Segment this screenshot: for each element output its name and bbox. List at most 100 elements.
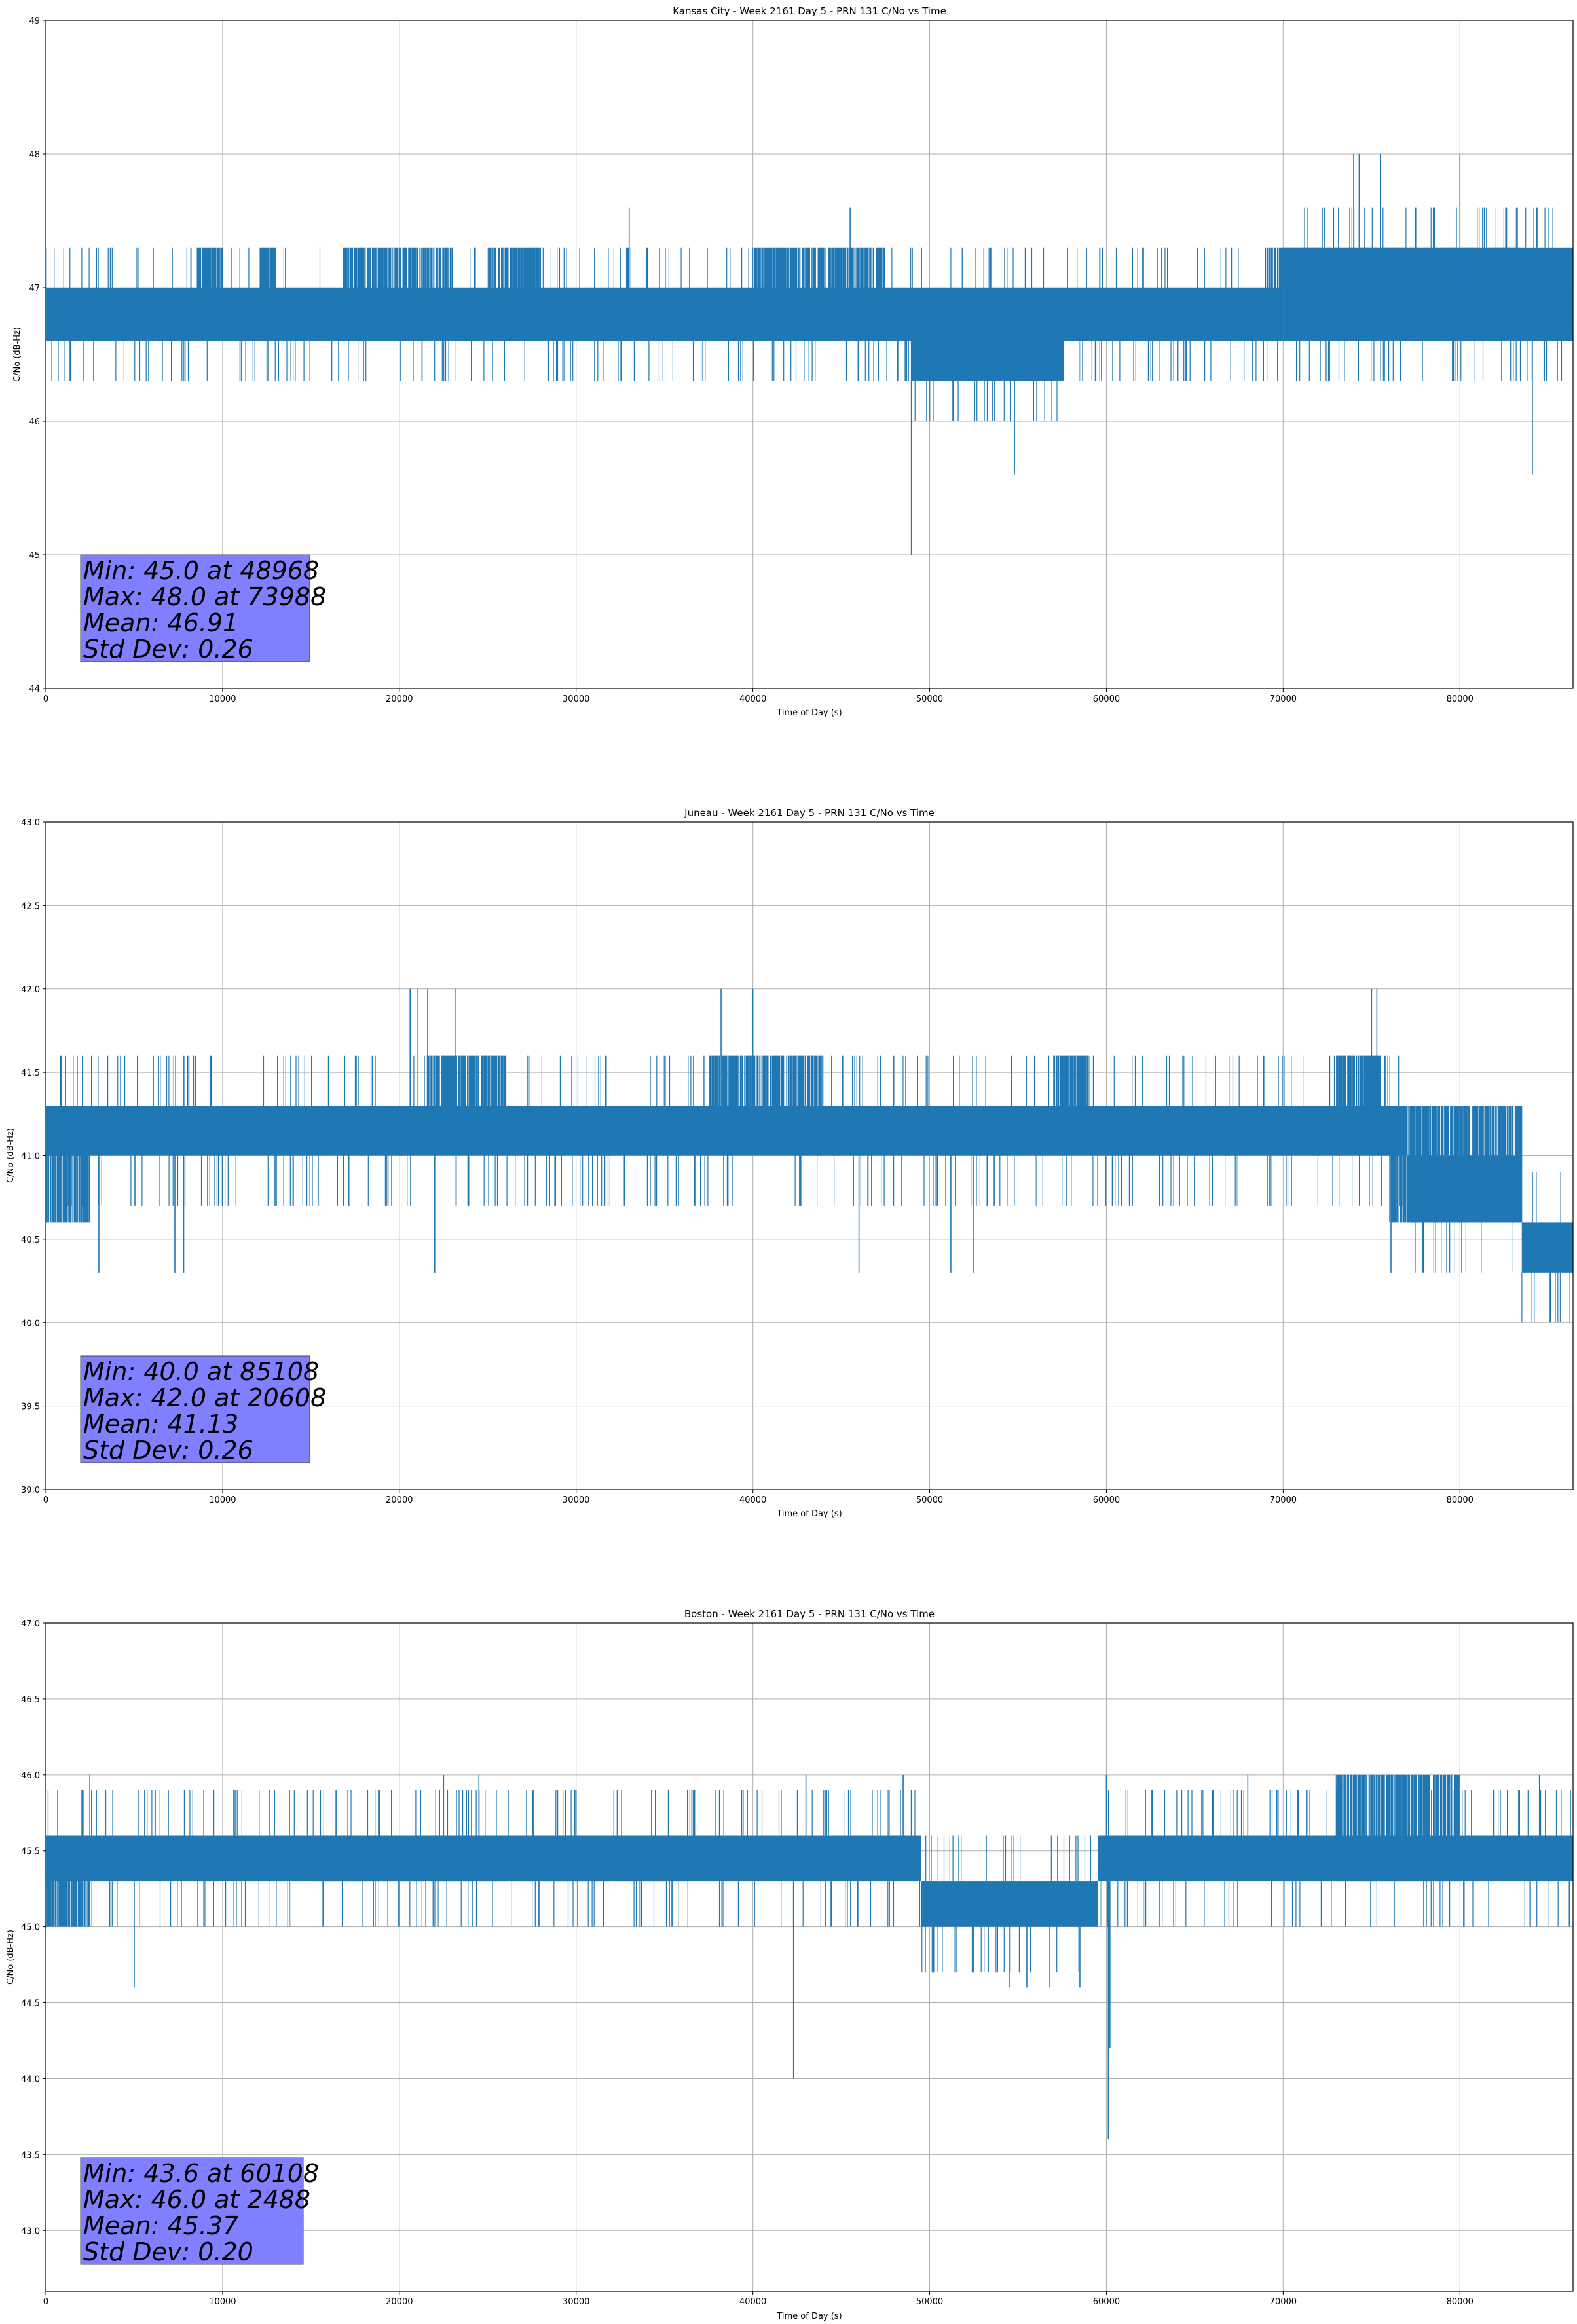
x-tick-label: 80000 (1447, 1495, 1474, 1505)
y-tick-label: 48 (29, 150, 40, 160)
x-tick-label: 80000 (1447, 2297, 1474, 2307)
y-tick-label: 40.5 (21, 1235, 40, 1245)
y-axis-ticks: 39.0 39.5 40.0 40.5 41.0 41.5 42.0 42.5 43.0 (21, 818, 46, 1495)
x-tick-label: 50000 (916, 694, 943, 704)
chart-title: Boston - Week 2161 Day 5 - PRN 131 C/No … (684, 1608, 935, 1620)
stat-mean: Mean: 46.91 (83, 609, 238, 637)
data-band (1064, 288, 1284, 341)
plot-area-frame (45, 1622, 1574, 2292)
x-axis-ticks: 0 10000 20000 30000 40000 50000 60000 70000 8000… (43, 2291, 1474, 2307)
y-axis-label: C/No (dB-Hz) (6, 1930, 16, 1985)
x-tick-label: 70000 (1270, 1495, 1297, 1505)
y-tick-label: 44.0 (21, 2074, 40, 2084)
y-tick-label: 41.0 (21, 1152, 40, 1162)
y-tick-label: 44.5 (21, 1999, 40, 2009)
y-tick-label: 43.0 (21, 2226, 40, 2236)
x-tick-label: 20000 (386, 1495, 413, 1505)
y-tick-label: 46 (29, 417, 40, 427)
x-tick-label: 20000 (386, 2297, 413, 2307)
stats-box: Min: 45.0 at 48968 Max: 48.0 at 73988 Me… (80, 554, 326, 664)
stat-min: Min: 40.0 at 85108 (83, 1357, 319, 1386)
panel-boston: Boston - Week 2161 Day 5 - PRN 131 C/No … (6, 1608, 1574, 2321)
x-tick-label: 60000 (1093, 694, 1120, 704)
y-tick-label: 46.5 (21, 1695, 40, 1705)
x-tick-label: 10000 (209, 2297, 236, 2307)
stats-box: Min: 43.6 at 60108 Max: 46.0 at 2488 Mea… (80, 2157, 319, 2266)
x-axis-label: Time of Day (s) (776, 1509, 842, 1519)
stats-box: Min: 40.0 at 85108 Max: 42.0 at 20608 Me… (80, 1355, 326, 1465)
y-axis-label: C/No (dB-Hz) (6, 1128, 16, 1183)
chart-title: Kansas City - Week 2161 Day 5 - PRN 131 … (673, 5, 946, 17)
x-tick-label: 70000 (1270, 2297, 1297, 2307)
stat-max: Max: 42.0 at 20608 (83, 1383, 326, 1412)
x-tick-label: 50000 (916, 2297, 943, 2307)
x-axis-label: Time of Day (s) (776, 708, 842, 718)
data-series (46, 1774, 1573, 2140)
data-transitions (46, 1774, 1571, 1973)
y-tick-label: 42.5 (21, 901, 40, 911)
stat-min: Min: 45.0 at 48968 (83, 556, 319, 585)
x-tick-label: 30000 (563, 2297, 589, 2307)
x-tick-label: 70000 (1270, 694, 1297, 704)
y-tick-label: 44 (29, 684, 40, 694)
y-tick-label: 43.0 (21, 818, 40, 828)
data-transitions (46, 1055, 1570, 1323)
data-band (46, 1106, 1407, 1156)
data-transitions (46, 207, 1573, 421)
x-tick-label: 0 (43, 694, 48, 704)
y-tick-label: 39.5 (21, 1402, 40, 1412)
stat-mean: Mean: 41.13 (83, 1410, 238, 1438)
x-tick-label: 80000 (1447, 694, 1474, 704)
stats-box-background (80, 1355, 310, 1463)
x-tick-label: 30000 (563, 1495, 589, 1505)
stat-std-dev: Std Dev: 0.20 (83, 2238, 253, 2266)
y-tick-label: 47 (29, 284, 40, 293)
x-tick-label: 10000 (209, 694, 236, 704)
x-tick-label: 60000 (1093, 1495, 1120, 1505)
y-tick-label: 45.5 (21, 1847, 40, 1857)
y-tick-label: 43.5 (21, 2150, 40, 2160)
y-tick-label: 42.0 (21, 985, 40, 995)
stat-min: Min: 43.6 at 60108 (83, 2159, 319, 2188)
stat-std-dev: Std Dev: 0.26 (83, 1436, 253, 1465)
plot-area-frame (45, 20, 1574, 689)
x-tick-label: 0 (43, 2297, 48, 2307)
y-axis-ticks: 44 45 46 47 48 49 (29, 16, 46, 694)
x-axis-label: Time of Day (s) (776, 2312, 842, 2321)
x-axis-ticks: 0 10000 20000 30000 40000 50000 60000 70000 8000… (43, 688, 1474, 704)
stats-box-background (80, 2157, 304, 2265)
stat-mean: Mean: 45.37 (83, 2211, 238, 2240)
data-series (46, 988, 1573, 1323)
x-tick-label: 20000 (386, 694, 413, 704)
y-tick-label: 47.0 (21, 1619, 40, 1629)
y-axis-ticks: 43.0 43.5 44.0 44.5 45.0 45.5 46.0 46.5 47.0 (21, 1619, 46, 2236)
data-band (1521, 1222, 1573, 1273)
data-series (46, 154, 1573, 555)
chart-title: Juneau - Week 2161 Day 5 - PRN 131 C/No … (684, 807, 935, 819)
stats-box-background (80, 554, 310, 662)
y-tick-label: 39.0 (21, 1486, 40, 1495)
x-axis-ticks: 0 10000 20000 30000 40000 50000 60000 70000 8000… (43, 1490, 1474, 1505)
panel-kansas-city: Kansas City - Week 2161 Day 5 - PRN 131 … (12, 5, 1574, 718)
panel-juneau: Juneau - Week 2161 Day 5 - PRN 131 C/No … (6, 807, 1574, 1519)
y-tick-label: 45 (29, 551, 40, 561)
y-axis-label: C/No (dB-Hz) (12, 327, 22, 382)
stat-std-dev: Std Dev: 0.26 (83, 635, 253, 664)
y-tick-label: 46.0 (21, 1771, 40, 1781)
data-band (921, 1881, 1098, 1927)
x-tick-label: 0 (43, 1495, 48, 1505)
y-tick-label: 40.0 (21, 1319, 40, 1328)
x-tick-label: 50000 (916, 1495, 943, 1505)
y-tick-label: 49 (29, 16, 40, 26)
x-tick-label: 40000 (739, 2297, 766, 2307)
data-band (1097, 1835, 1573, 1882)
x-tick-label: 40000 (739, 1495, 766, 1505)
x-tick-label: 40000 (739, 694, 766, 704)
data-band (1283, 247, 1573, 341)
data-band (46, 288, 912, 341)
x-tick-label: 30000 (563, 694, 589, 704)
y-tick-label: 45.0 (21, 1923, 40, 1933)
y-tick-label: 41.5 (21, 1068, 40, 1078)
stat-max: Max: 48.0 at 73988 (83, 582, 326, 611)
